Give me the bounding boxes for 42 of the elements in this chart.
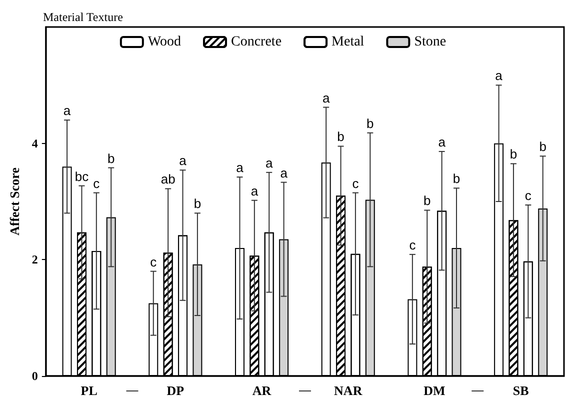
text: — (472, 383, 484, 397)
annotation: b (107, 150, 115, 166)
annotation: c (352, 176, 360, 191)
annotation: b (424, 193, 431, 208)
chart-title: Material Texture (43, 10, 123, 24)
annotation: a (236, 160, 244, 176)
annotation: c (409, 237, 416, 252)
legend-label: Wood (148, 34, 182, 50)
annotation: b (194, 196, 202, 212)
annotation: a (250, 183, 259, 198)
annotation: a (280, 165, 288, 180)
text: — (298, 383, 311, 397)
legend-label: Metal (332, 34, 364, 50)
annotation: a (495, 68, 504, 84)
annotation: c (150, 254, 158, 270)
annotation: b (452, 171, 460, 186)
x-tick-label: SB (512, 383, 530, 398)
annotation: a (63, 103, 72, 118)
annotation: bc (74, 168, 90, 184)
legend-label: Concrete (231, 34, 282, 50)
text: — (126, 383, 138, 397)
annotation: ab (160, 172, 176, 187)
annotation: b (366, 116, 374, 131)
annotation: c (524, 188, 532, 203)
annotation: a (438, 134, 446, 150)
annotation: a (179, 153, 188, 168)
annotation: a (266, 155, 274, 170)
y-tick-label: 2 (32, 252, 38, 267)
annotation: a (322, 90, 330, 106)
annotation: c (93, 176, 100, 191)
x-tick-label: AR (252, 383, 272, 398)
x-tick-label: NAR (334, 383, 363, 398)
y-axis-title: Affect Score (7, 167, 22, 236)
y-tick-label: 4 (32, 136, 38, 150)
x-tick-label: DM (424, 383, 446, 398)
annotation: b (337, 129, 344, 144)
annotation: b (539, 139, 546, 154)
y-tick-label: 0 (32, 369, 38, 383)
x-tick-label: DP (166, 383, 184, 398)
legend-label: Stone (414, 34, 446, 50)
x-tick-label: PL (80, 383, 98, 398)
annotation: b (510, 146, 518, 162)
